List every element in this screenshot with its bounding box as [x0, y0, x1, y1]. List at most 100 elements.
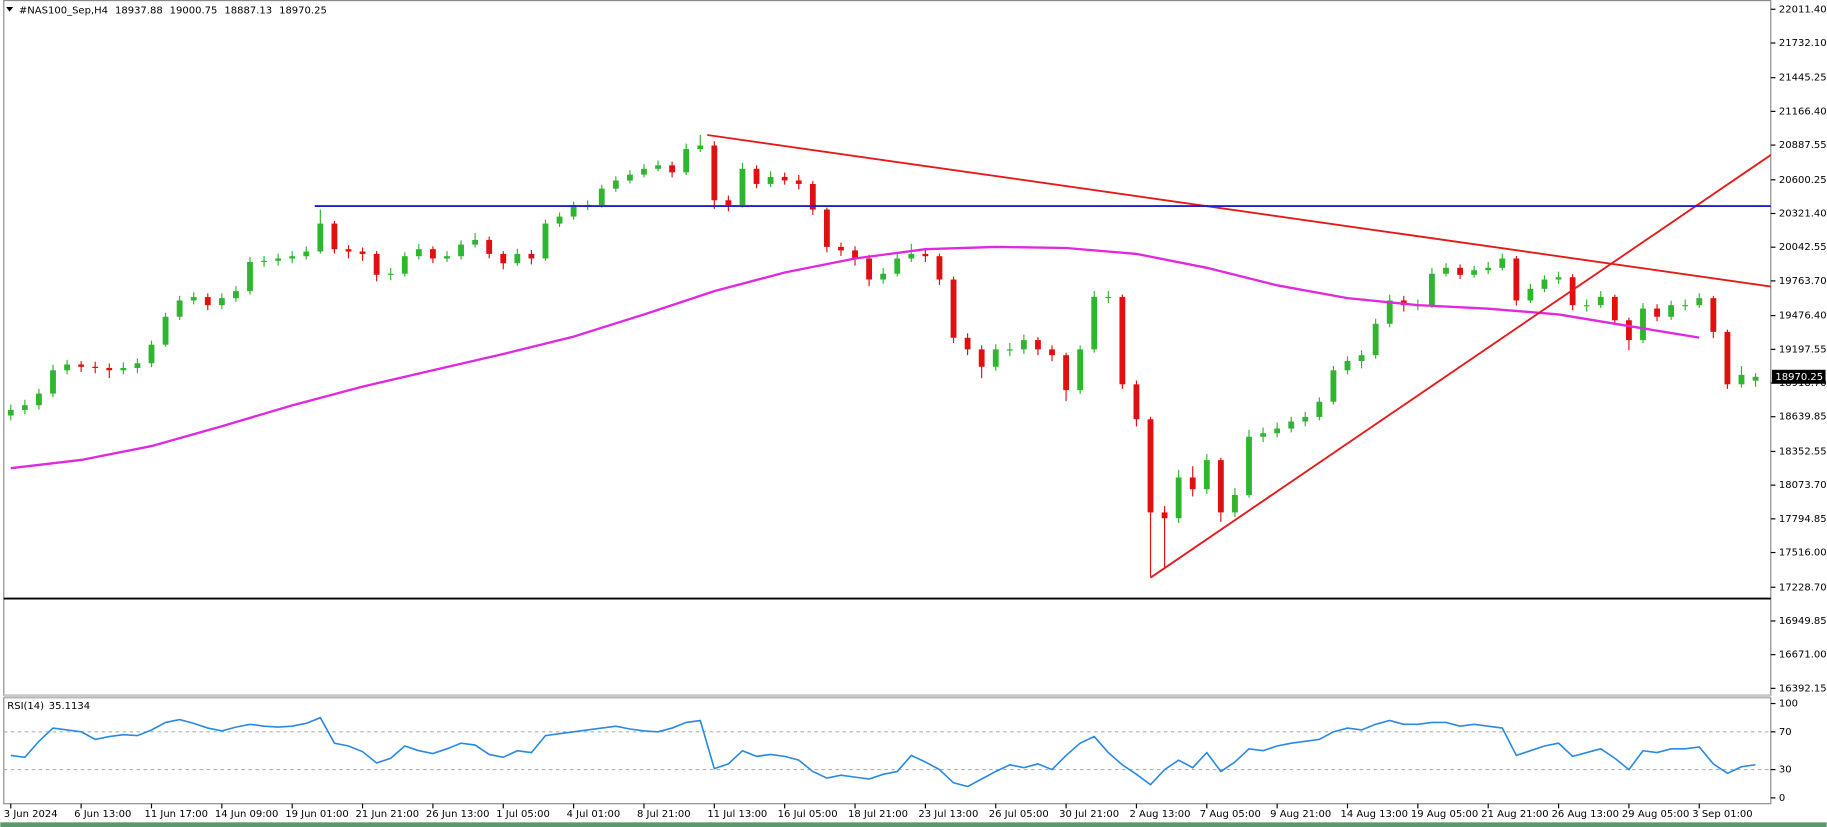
candle-body: [1316, 401, 1323, 417]
candle-body: [359, 251, 366, 254]
candle-body: [556, 216, 563, 224]
candle-body: [275, 258, 282, 261]
x-tick-label: 18 Jul 21:00: [848, 809, 908, 820]
candle-body: [1597, 296, 1604, 306]
candle-body: [134, 363, 141, 368]
x-tick-label: 1 Jul 05:00: [496, 809, 550, 820]
candle-body: [1358, 355, 1365, 361]
candle-body: [936, 256, 943, 280]
menu-arrow[interactable]: [6, 6, 14, 12]
moving-average: [10, 245, 1700, 470]
candle-body: [992, 349, 999, 367]
candle-body: [36, 393, 42, 406]
candle-body: [1724, 331, 1731, 385]
x-tick-label: 11 Jun 17:00: [145, 809, 209, 820]
x-tick-label: 11 Jul 13:00: [707, 809, 767, 820]
candle-body: [1344, 360, 1351, 371]
candle-body: [1288, 421, 1295, 429]
y-tick-label: 22011.40: [1779, 4, 1827, 15]
candle-body: [1682, 305, 1689, 307]
y-tick-label: 17794.85: [1779, 514, 1827, 525]
candles: [7, 134, 1759, 577]
candle-body: [1527, 288, 1534, 301]
candle-body: [1330, 370, 1337, 402]
y-tick-label: 19476.40: [1779, 311, 1827, 322]
candle-body: [317, 223, 324, 252]
candle-body: [64, 364, 70, 371]
candle-body: [683, 149, 690, 173]
candle-body: [401, 256, 408, 274]
candle-body: [1513, 258, 1520, 301]
candle-body: [92, 366, 99, 368]
candle-body: [598, 188, 605, 205]
x-tick-label: 14 Jun 09:00: [215, 809, 279, 820]
x-tick-label: 14 Aug 13:00: [1341, 809, 1408, 820]
candle-body: [120, 367, 127, 371]
y-tick-label: 20887.55: [1779, 140, 1827, 151]
candle-body: [415, 249, 422, 257]
header-close: 18970.25: [279, 5, 327, 16]
y-tick-label: 21732.10: [1779, 38, 1827, 49]
candle-body: [1555, 277, 1562, 280]
y-tick-label: 20321.40: [1779, 208, 1827, 219]
candle-body: [823, 209, 830, 247]
candle-body: [753, 168, 760, 184]
candle-body: [1232, 495, 1238, 513]
candle-body: [204, 297, 211, 306]
candle-body: [373, 253, 380, 275]
candle-body: [190, 297, 197, 301]
y-tick-label: 18352.55: [1779, 446, 1827, 457]
candle-body: [78, 364, 85, 367]
candle-body: [641, 168, 647, 175]
chart-title: #NAS100_Sep,H4: [19, 5, 108, 16]
candle-body: [303, 251, 310, 257]
candle-body: [964, 337, 971, 350]
candle-body: [331, 223, 338, 250]
candle-body: [1611, 296, 1618, 321]
candle-body: [767, 176, 774, 184]
candle-body: [908, 253, 915, 259]
candle-body: [1471, 270, 1478, 275]
candle-body: [922, 253, 929, 257]
candle-body: [669, 165, 676, 173]
candle-body: [1499, 258, 1506, 268]
pane-separator: [3, 694, 1771, 698]
candle-body: [978, 349, 985, 367]
candle-body: [528, 253, 535, 259]
x-tick-label: 26 Jun 13:00: [426, 809, 490, 820]
candle-body: [1626, 320, 1632, 341]
candle-body: [429, 249, 436, 259]
candle-body: [500, 253, 507, 264]
y-tick-label: 70: [1779, 727, 1792, 738]
candle-body: [1386, 300, 1393, 324]
candle-body: [1569, 277, 1576, 306]
x-tick-label: 8 Jul 21:00: [637, 809, 691, 820]
y-tick-label: 18073.70: [1779, 480, 1827, 491]
candle-body: [866, 258, 873, 280]
candle-body: [162, 316, 169, 345]
x-tick-label: 26 Jul 05:00: [989, 809, 1049, 820]
y-tick-label: 21445.25: [1779, 73, 1827, 84]
candle-body: [1541, 279, 1548, 289]
candle-body: [1443, 267, 1449, 274]
candle-body: [1260, 433, 1266, 437]
candle-body: [1710, 298, 1717, 332]
candle-body: [655, 165, 661, 169]
candle-body: [1302, 416, 1309, 422]
candle-body: [1668, 305, 1675, 317]
candle-body: [1063, 355, 1069, 391]
x-tick-label: 26 Aug 13:00: [1552, 809, 1619, 820]
candle-body: [247, 262, 253, 292]
candle-body: [233, 291, 239, 299]
indicator-header: RSI(14) 35.1134: [7, 701, 90, 712]
y-tick-label: 20042.55: [1779, 242, 1827, 253]
candle-body: [612, 180, 619, 189]
y-tick-label: 18639.85: [1779, 412, 1827, 423]
chart-header: #NAS100_Sep,H4 18937.88 19000.75 18887.13 18…: [19, 5, 327, 16]
candle-body: [542, 223, 549, 259]
candle-body: [1485, 267, 1492, 271]
indicator-value: 35.1134: [49, 701, 90, 712]
candle-body: [1175, 477, 1182, 519]
